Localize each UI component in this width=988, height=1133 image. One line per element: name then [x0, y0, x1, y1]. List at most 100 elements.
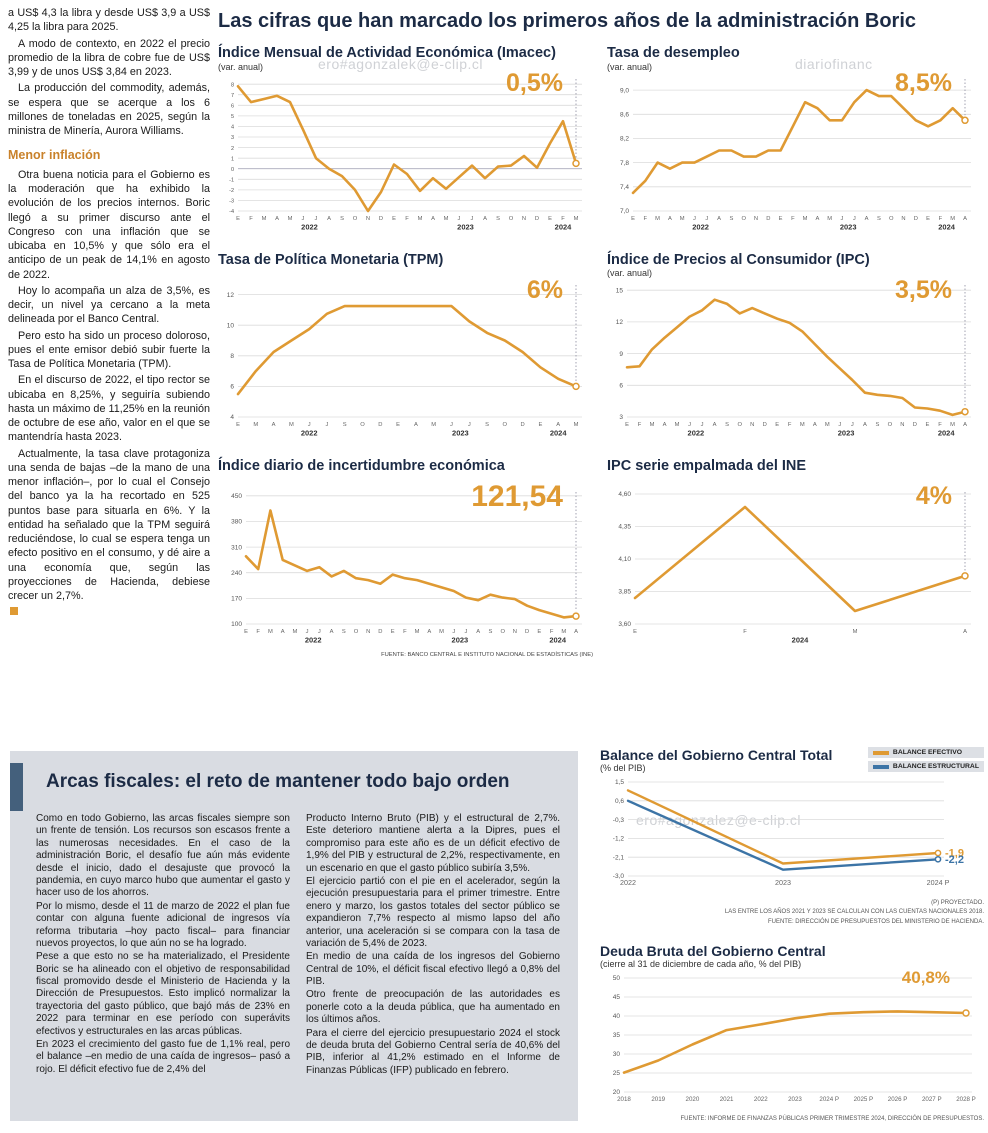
- article-end-marker: [10, 607, 18, 616]
- svg-text:-3,0: -3,0: [613, 873, 625, 880]
- svg-text:J: J: [471, 216, 474, 222]
- arcas-paragraph: Como en todo Gobierno, las arcas fiscale…: [36, 813, 290, 899]
- chart-imacec: Índice Mensual de Actividad Económica (I…: [218, 45, 593, 238]
- svg-text:D: D: [379, 216, 383, 222]
- arcas-columns: Como en todo Gobierno, las arcas fiscale…: [36, 813, 560, 1078]
- article-column: a US$ 4,3 la libra y desde US$ 3,9 a US$…: [8, 6, 210, 620]
- footnote: (P) PROYECTADO.: [931, 900, 984, 906]
- svg-text:E: E: [236, 216, 240, 222]
- svg-text:J: J: [318, 629, 321, 635]
- svg-text:J: J: [701, 422, 704, 428]
- svg-text:E: E: [633, 629, 637, 635]
- svg-text:A: A: [574, 629, 578, 635]
- chart-balance: Balance del Gobierno Central Total (% de…: [600, 747, 984, 927]
- arcas-fiscales-box: Arcas fiscales: el reto de mantener todo…: [10, 751, 578, 1121]
- svg-text:F: F: [550, 629, 554, 635]
- article-paragraph: A modo de contexto, en 2022 el precio pr…: [8, 37, 210, 79]
- svg-text:F: F: [644, 216, 648, 222]
- svg-text:-2,2: -2,2: [945, 854, 964, 866]
- svg-text:2024 P: 2024 P: [819, 1096, 839, 1103]
- legend-item: BALANCE EFECTIVO: [867, 747, 984, 758]
- article-paragraph: Pero esto ha sido un proceso doloroso, p…: [8, 329, 210, 371]
- chart-deuda: Deuda Bruta del Gobierno Central (cierre…: [600, 943, 984, 1124]
- svg-text:50: 50: [613, 975, 621, 982]
- svg-text:2023: 2023: [452, 429, 469, 438]
- legend-label: BALANCE ESTRUCTURAL: [892, 763, 979, 770]
- svg-text:25: 25: [613, 1070, 621, 1077]
- svg-text:O: O: [500, 629, 505, 635]
- chart-title: Deuda Bruta del Gobierno Central: [600, 943, 826, 959]
- svg-text:7: 7: [231, 93, 234, 99]
- svg-text:O: O: [741, 216, 746, 222]
- svg-text:A: A: [863, 422, 867, 428]
- svg-text:A: A: [963, 629, 967, 635]
- article-paragraph: Hoy lo acompaña un alza de 3,5%, es deci…: [8, 284, 210, 326]
- svg-text:J: J: [450, 422, 453, 428]
- svg-text:0,6: 0,6: [615, 798, 624, 805]
- legend-swatch-orange: [872, 750, 889, 755]
- svg-text:J: J: [705, 216, 708, 222]
- chart-footnotes: (P) PROYECTADO. LAS ENTRE LOS AÑOS 2021 …: [600, 899, 984, 927]
- svg-text:M: M: [803, 216, 808, 222]
- svg-text:F: F: [403, 629, 407, 635]
- svg-text:M: M: [561, 629, 566, 635]
- svg-text:S: S: [485, 422, 489, 428]
- svg-text:15: 15: [616, 288, 624, 295]
- svg-text:4,60: 4,60: [618, 491, 631, 498]
- chart-incertidumbre: Índice diario de incertidumbre económica…: [218, 458, 593, 658]
- svg-text:M: M: [574, 422, 579, 428]
- svg-text:3,60: 3,60: [618, 621, 631, 628]
- svg-text:7,4: 7,4: [620, 184, 629, 191]
- svg-text:20: 20: [613, 1089, 621, 1096]
- svg-text:2023: 2023: [452, 636, 469, 645]
- svg-text:2019: 2019: [651, 1096, 665, 1103]
- legend-label: BALANCE EFECTIVO: [892, 749, 963, 756]
- source-note: FUENTE: BANCO CENTRAL E INSTITUTO NACION…: [381, 652, 593, 659]
- svg-text:J: J: [452, 629, 455, 635]
- svg-text:J: J: [851, 422, 854, 428]
- svg-text:E: E: [236, 422, 240, 428]
- svg-text:4: 4: [231, 124, 234, 130]
- charts-grid: Índice Mensual de Actividad Económica (I…: [218, 45, 982, 658]
- svg-text:D: D: [525, 629, 529, 635]
- chart-subtitle: (var. anual): [607, 61, 653, 72]
- svg-text:F: F: [561, 216, 565, 222]
- svg-text:M: M: [415, 629, 420, 635]
- svg-text:8,2: 8,2: [620, 135, 629, 142]
- svg-text:J: J: [688, 422, 691, 428]
- svg-text:2025 P: 2025 P: [854, 1096, 874, 1103]
- svg-text:J: J: [465, 629, 468, 635]
- chart-title: Tasa de Política Monetaria (TPM): [218, 251, 444, 268]
- title-accent-bar: [10, 763, 23, 811]
- svg-text:D: D: [521, 422, 525, 428]
- svg-text:8,6: 8,6: [620, 111, 629, 118]
- svg-text:S: S: [877, 216, 881, 222]
- svg-text:2024: 2024: [549, 636, 567, 645]
- svg-text:4: 4: [230, 415, 234, 422]
- svg-text:9,0: 9,0: [620, 87, 629, 94]
- svg-text:10: 10: [227, 323, 235, 330]
- svg-text:6: 6: [230, 384, 234, 391]
- svg-text:J: J: [308, 422, 311, 428]
- svg-text:N: N: [901, 216, 905, 222]
- svg-text:D: D: [914, 216, 918, 222]
- svg-text:D: D: [535, 216, 539, 222]
- svg-text:M: M: [650, 422, 655, 428]
- svg-text:O: O: [353, 216, 358, 222]
- svg-text:E: E: [538, 422, 542, 428]
- chart-tpm: Tasa de Política Monetaria (TPM) 6% 12 10…: [218, 252, 593, 445]
- chart-value-label: 4%: [915, 482, 952, 511]
- svg-text:2022: 2022: [692, 222, 709, 231]
- svg-text:A: A: [663, 422, 667, 428]
- svg-text:A: A: [281, 629, 285, 635]
- chart-ipc: Índice de Precios al Consumidor (IPC) (v…: [607, 252, 982, 445]
- svg-text:A: A: [476, 629, 480, 635]
- arcas-paragraph: Pese a que esto no se ha materializado, …: [36, 951, 290, 1037]
- svg-text:F: F: [791, 216, 795, 222]
- line-chart: 9,08,68,27,87,47,0E F M A M J J A S O N D E F M A M J J A S O…: [620, 78, 971, 231]
- chart-value-label: 0,5%: [506, 69, 563, 97]
- svg-text:1: 1: [231, 156, 234, 162]
- arcas-paragraph: Para el cierre del ejercicio presupuesta…: [306, 1027, 560, 1076]
- svg-text:S: S: [725, 422, 729, 428]
- svg-text:O: O: [889, 216, 894, 222]
